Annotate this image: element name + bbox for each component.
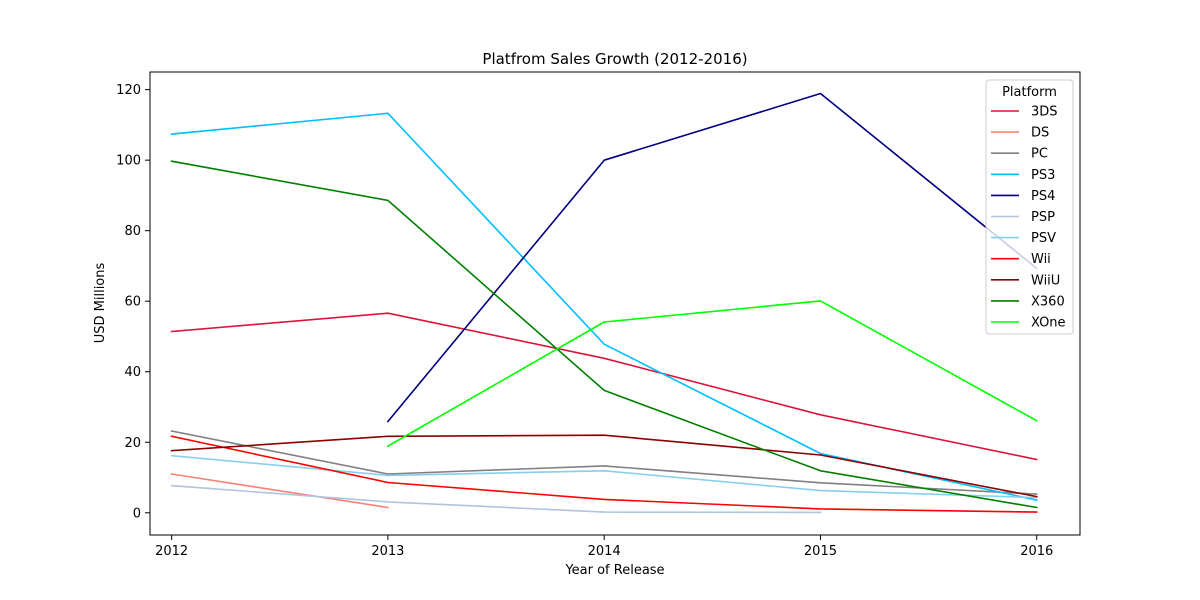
series-line-xone xyxy=(386,300,1038,448)
legend-label: PSP xyxy=(1031,210,1055,225)
legend-label: WiiU xyxy=(1031,273,1060,288)
series-line-wiiu xyxy=(170,434,1038,498)
legend-label: XOne xyxy=(1031,316,1066,331)
legend-title: Platform xyxy=(1002,85,1057,100)
legend-label: PS4 xyxy=(1031,189,1055,204)
plot-frame xyxy=(149,71,1081,536)
y-tick-label: 120 xyxy=(116,83,141,98)
y-tick-label: 40 xyxy=(124,365,141,380)
legend-label: DS xyxy=(1031,126,1049,141)
series-line-ps4 xyxy=(386,92,1038,423)
legend-label: PS3 xyxy=(1031,168,1055,183)
series-line-3ds xyxy=(170,312,1038,461)
series-line-wii xyxy=(170,435,1038,513)
y-tick-label: 60 xyxy=(124,295,141,310)
x-tick-label: 2016 xyxy=(1020,544,1053,559)
legend-box xyxy=(985,79,1074,335)
legend: Platform 3DS DS PC PS3 PS4 PSP PSV Wii WiiU X360 X… xyxy=(985,79,1074,335)
x-tick-label: 2013 xyxy=(371,544,404,559)
y-tick-label: 20 xyxy=(124,436,141,451)
x-tick-label: 2014 xyxy=(588,544,621,559)
legend-label: PC xyxy=(1031,147,1048,162)
x-tick-label: 2015 xyxy=(804,544,837,559)
series-line-psv xyxy=(170,454,1038,499)
series-line-ds xyxy=(170,473,389,509)
legend-items: 3DS DS PC PS3 PS4 PSP PSV Wii WiiU X360 XOne xyxy=(991,105,1066,331)
y-axis-label: USD Millions xyxy=(93,263,108,344)
y-tick-label: 80 xyxy=(124,224,141,239)
legend-label: Wii xyxy=(1031,252,1051,267)
chart-title: Platfrom Sales Growth (2012-2016) xyxy=(482,50,747,68)
series-line-x360 xyxy=(170,160,1038,509)
x-axis-label: Year of Release xyxy=(564,563,664,578)
legend-label: 3DS xyxy=(1031,105,1058,120)
legend-label: PSV xyxy=(1031,231,1056,246)
y-axis: 0 20 40 60 80 100 120 xyxy=(116,83,150,521)
x-axis: 2012 2013 2014 2015 2016 xyxy=(155,535,1053,559)
series-line-psp xyxy=(170,484,822,514)
y-tick-label: 100 xyxy=(116,154,141,169)
x-tick-label: 2012 xyxy=(155,544,188,559)
legend-label: X360 xyxy=(1031,294,1065,309)
series-line-pc xyxy=(170,430,1038,495)
y-tick-label: 0 xyxy=(133,506,141,521)
series-layer xyxy=(170,92,1038,514)
